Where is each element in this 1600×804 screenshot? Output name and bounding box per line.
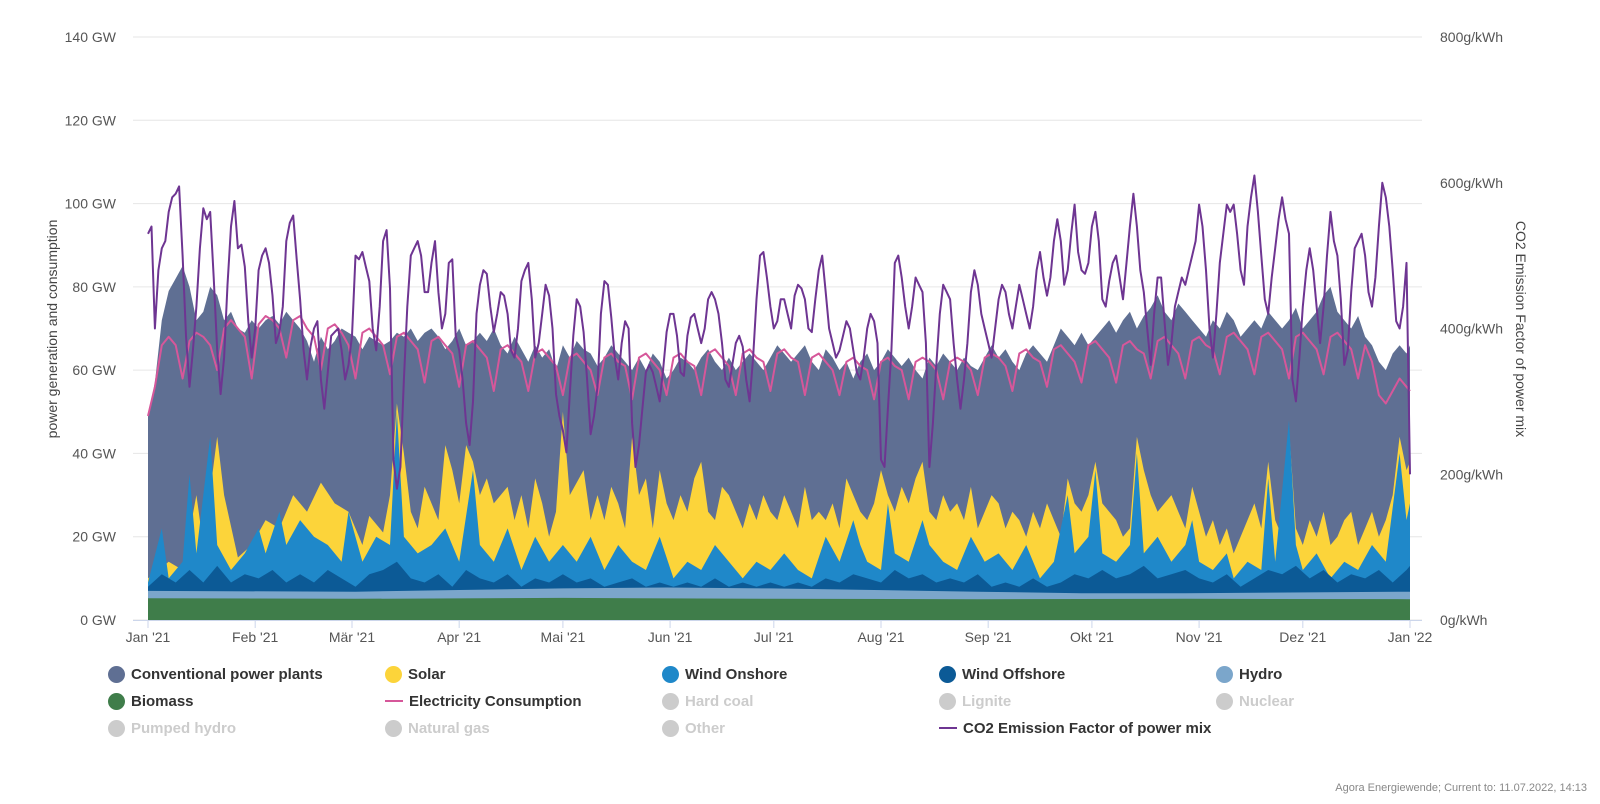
legend-item-biomass[interactable]: Biomass [108, 691, 194, 711]
legend-label: Biomass [131, 692, 194, 710]
series-lines [147, 174, 1411, 490]
legend-item-conventional-power-plants[interactable]: Conventional power plants [108, 664, 323, 684]
legend-item-wind-offshore[interactable]: Wind Offshore [939, 664, 1065, 684]
legend-dot-symbol [1216, 665, 1233, 683]
y-left-tick-label: 0 GW [80, 612, 117, 628]
legend-dot-symbol [108, 665, 125, 683]
legend-label: Other [685, 719, 726, 737]
x-tick-label: Jan '21 [126, 629, 171, 645]
legend-item-natural-gas[interactable]: Natural gas [385, 718, 490, 738]
y-right-tick-label: 600g/kWh [1440, 175, 1503, 191]
x-tick-label: Feb '21 [232, 629, 278, 645]
y-left-tick-label: 60 GW [72, 362, 116, 378]
line-co2-emission-factor-of-power-mix [147, 174, 1411, 490]
x-tick-label: Okt '21 [1070, 629, 1114, 645]
x-tick-label: Jul '21 [754, 629, 794, 645]
legend-item-electricity-consumption[interactable]: Electricity Consumption [385, 691, 582, 711]
legend-label: Hydro [1239, 665, 1283, 683]
legend-label: Electricity Consumption [409, 692, 582, 710]
legend-item-hard-coal[interactable]: Hard coal [662, 691, 753, 711]
legend-item-lignite[interactable]: Lignite [939, 691, 1011, 711]
y-right-tick-label: 0g/kWh [1440, 612, 1487, 628]
line-electricity-consumption [147, 315, 1411, 417]
legend-dot-symbol [385, 719, 402, 737]
x-tick-label: Mai '21 [541, 629, 586, 645]
y-left-tick-label: 40 GW [72, 445, 116, 461]
area-biomass [148, 597, 1410, 620]
legend-label: Solar [408, 665, 446, 683]
x-tick-label: Nov '21 [1176, 629, 1223, 645]
y-right-tick-label: 800g/kWh [1440, 29, 1503, 45]
legend-dot-symbol [939, 692, 956, 710]
legend-label: Wind Offshore [962, 665, 1066, 683]
y-axis-left-title: power generation and consumption [44, 220, 60, 439]
legend-item-solar[interactable]: Solar [385, 664, 446, 684]
x-tick-label: Aug '21 [857, 629, 904, 645]
legend-dot-symbol [108, 692, 125, 710]
legend-label: Lignite [962, 692, 1012, 710]
y-left-tick-label: 20 GW [72, 529, 116, 545]
y-left-tick-label: 100 GW [65, 196, 117, 212]
legend-dot-symbol [108, 719, 125, 737]
legend-dot-symbol [939, 665, 956, 683]
legend-item-other[interactable]: Other [662, 718, 725, 738]
legend-line-symbol [939, 727, 957, 729]
x-tick-label: Sep '21 [965, 629, 1012, 645]
legend-label: Hard coal [685, 692, 754, 710]
x-tick-label: Jun '21 [648, 629, 693, 645]
y-right-tick-label: 400g/kWh [1440, 321, 1503, 337]
y-left-tick-label: 120 GW [65, 112, 117, 128]
legend-label: Conventional power plants [131, 665, 323, 683]
legend-item-wind-onshore[interactable]: Wind Onshore [662, 664, 787, 684]
legend-label: Nuclear [1239, 692, 1295, 710]
legend-item-hydro[interactable]: Hydro [1216, 664, 1282, 684]
x-tick-label: Jan '22 [1388, 629, 1433, 645]
area-wind-onshore [148, 411, 1410, 620]
legend-label: CO2 Emission Factor of power mix [963, 719, 1212, 737]
legend-dot-symbol [1216, 692, 1233, 710]
legend-item-pumped-hydro[interactable]: Pumped hydro [108, 718, 236, 738]
credit-text[interactable]: Agora Energiewende; Current to: 11.07.20… [1335, 782, 1587, 794]
y-axis-right-title: CO2 Emission Factor of power mix [1513, 221, 1529, 437]
legend-dot-symbol [385, 665, 402, 683]
legend-line-symbol [385, 700, 403, 702]
y-right-tick-label: 200g/kWh [1440, 466, 1503, 482]
axes: 0 GW 20 GW 40 GW 60 GW 80 GW 100 GW 120 GW 140 … [65, 29, 1503, 645]
legend-dot-symbol [662, 719, 679, 737]
x-tick-label: Mär '21 [329, 629, 375, 645]
stacked-areas [148, 266, 1410, 620]
legend-dot-symbol [662, 665, 679, 683]
legend-label: Wind Onshore [685, 665, 788, 683]
legend-item-nuclear[interactable]: Nuclear [1216, 691, 1294, 711]
legend-label: Pumped hydro [131, 719, 237, 737]
y-left-tick-label: 140 GW [65, 29, 117, 45]
x-tick-label: Dez '21 [1279, 629, 1326, 645]
legend-label: Natural gas [408, 719, 490, 737]
x-tick-label: Apr '21 [437, 629, 481, 645]
y-left-tick-label: 80 GW [72, 279, 116, 295]
legend-dot-symbol [662, 692, 679, 710]
legend-item-co2-emission-factor-of-power-mix[interactable]: CO2 Emission Factor of power mix [939, 718, 1211, 738]
